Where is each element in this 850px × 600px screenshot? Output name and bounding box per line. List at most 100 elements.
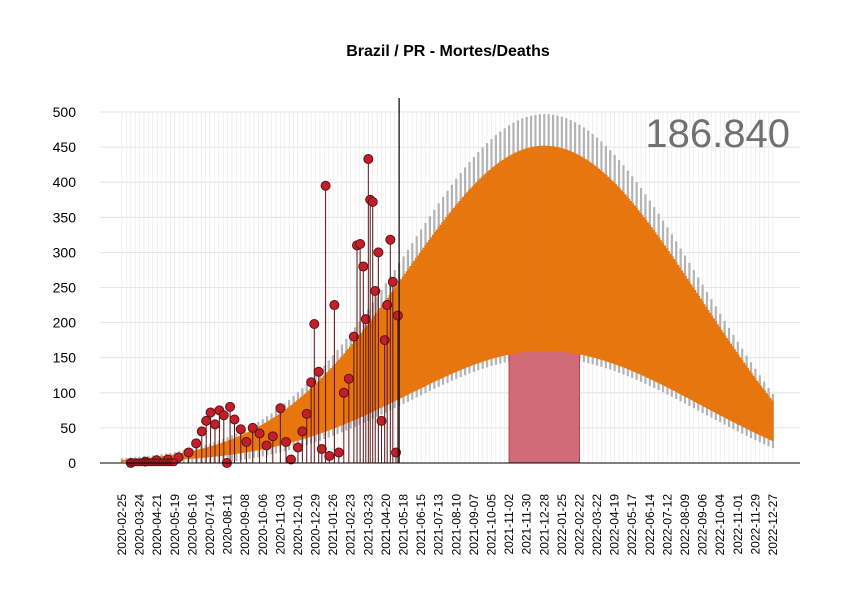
observed-point (313, 366, 324, 377)
observed-point (387, 276, 398, 287)
x-tick-label: 2021-02-23 (344, 494, 358, 556)
observed-point (320, 180, 331, 191)
y-tick-label: 50 (60, 420, 76, 436)
observed-point (170, 458, 179, 467)
observed-point (196, 426, 207, 437)
x-tick-label: 2022-07-12 (660, 494, 674, 556)
x-tick-label: 2020-06-16 (185, 494, 199, 556)
x-tick-label: 2021-10-05 (484, 494, 498, 556)
observed-point (301, 408, 312, 419)
observed-point (261, 440, 272, 451)
observed-point (382, 300, 393, 311)
observed-point (343, 373, 354, 384)
x-tick-label: 2021-11-30 (520, 494, 534, 555)
observed-deaths (125, 154, 403, 468)
observed-point (267, 431, 278, 442)
x-tick-label: 2022-03-22 (590, 494, 604, 556)
observed-point (241, 436, 252, 447)
observed-point (338, 387, 349, 398)
x-tick-label: 2020-12-29 (309, 494, 323, 556)
y-tick-label: 150 (53, 350, 77, 366)
observed-point (201, 415, 212, 426)
x-tick-label: 2022-10-04 (713, 494, 727, 556)
observed-point (275, 403, 286, 414)
observed-point (316, 443, 327, 454)
y-tick-label: 300 (53, 244, 77, 260)
x-tick-label: 2022-04-19 (608, 494, 622, 556)
observed-point (379, 335, 390, 346)
x-tick-label: 2022-12-27 (766, 494, 780, 556)
x-tick-label: 2020-02-25 (115, 494, 129, 556)
observed-point (333, 447, 344, 458)
x-tick-label: 2022-05-17 (625, 494, 639, 556)
observed-point (235, 424, 246, 435)
x-tick-label: 2021-12-28 (537, 494, 551, 556)
observed-point (367, 196, 378, 207)
observed-point (373, 247, 384, 258)
x-tick-label: 2020-03-24 (133, 494, 147, 556)
x-tick-label: 2022-09-06 (696, 494, 710, 556)
observed-point (376, 415, 387, 426)
x-tick-label: 2020-10-06 (256, 494, 270, 556)
observed-point (225, 401, 236, 412)
observed-point (363, 154, 374, 165)
y-tick-label: 250 (53, 280, 77, 296)
x-axis-ticks: 2020-02-25 2020-03-24 2020-04-21 2020-05-19… (115, 494, 780, 556)
observed-point (218, 410, 229, 421)
observed-point (286, 454, 297, 465)
x-tick-label: 2020-12-01 (291, 494, 305, 556)
observed-point (247, 422, 258, 433)
observed-point (355, 238, 366, 249)
observed-point (348, 331, 359, 342)
observed-point (392, 310, 403, 321)
x-tick-label: 2020-11-03 (273, 494, 287, 555)
x-tick-label: 2021-06-15 (414, 494, 428, 556)
observed-point (385, 234, 396, 245)
x-tick-label: 2021-08-10 (449, 494, 463, 556)
observed-point (183, 447, 194, 458)
observed-point (360, 314, 371, 325)
observed-point (370, 286, 381, 297)
observed-point (210, 419, 220, 430)
x-tick-label: 2022-11-01 (731, 494, 745, 555)
y-tick-label: 0 (68, 455, 76, 471)
x-tick-label: 2020-09-08 (238, 494, 252, 556)
x-tick-label: 2020-07-14 (203, 494, 217, 556)
observed-point (281, 436, 292, 447)
observed-point (191, 438, 202, 449)
observed-point (292, 442, 303, 453)
chart-title: Brazil / PR - Mortes/Deaths (346, 43, 550, 60)
total-deaths-label: 186.840 (645, 112, 790, 156)
x-tick-label: 2020-04-21 (150, 494, 164, 556)
y-tick-label: 450 (53, 139, 77, 155)
observed-point (205, 407, 216, 418)
observed-point (297, 426, 308, 437)
y-tick-label: 200 (53, 315, 77, 331)
y-tick-label: 400 (53, 174, 77, 190)
x-tick-label: 2021-01-26 (326, 494, 340, 556)
observed-point (358, 261, 369, 272)
observed-point (309, 319, 320, 330)
observed-point (229, 414, 240, 425)
peak-window-band (508, 346, 580, 464)
x-tick-label: 2022-01-25 (555, 494, 569, 556)
x-tick-label: 2022-02-22 (572, 494, 586, 556)
observed-point (306, 377, 317, 388)
y-tick-label: 100 (53, 385, 77, 401)
y-tick-label: 500 (53, 104, 77, 120)
x-tick-label: 2021-07-13 (432, 494, 446, 556)
x-tick-label: 2021-03-23 (361, 494, 375, 556)
x-tick-label: 2022-06-14 (643, 494, 657, 556)
x-tick-label: 2021-05-18 (397, 494, 411, 556)
y-tick-label: 350 (53, 209, 77, 225)
y-axis-ticks: 0 50 100 150 200 250 300 350 400 450 500 (53, 104, 77, 471)
x-tick-label: 2020-08-11 (221, 494, 235, 555)
x-tick-label: 2021-11-02 (502, 494, 516, 555)
x-tick-label: 2022-11-29 (748, 494, 762, 555)
x-tick-label: 2021-09-07 (467, 494, 481, 556)
x-tick-label: 2021-04-20 (379, 494, 393, 556)
observed-point (324, 450, 335, 461)
x-tick-label: 2020-05-19 (168, 494, 182, 556)
axes (100, 98, 800, 464)
